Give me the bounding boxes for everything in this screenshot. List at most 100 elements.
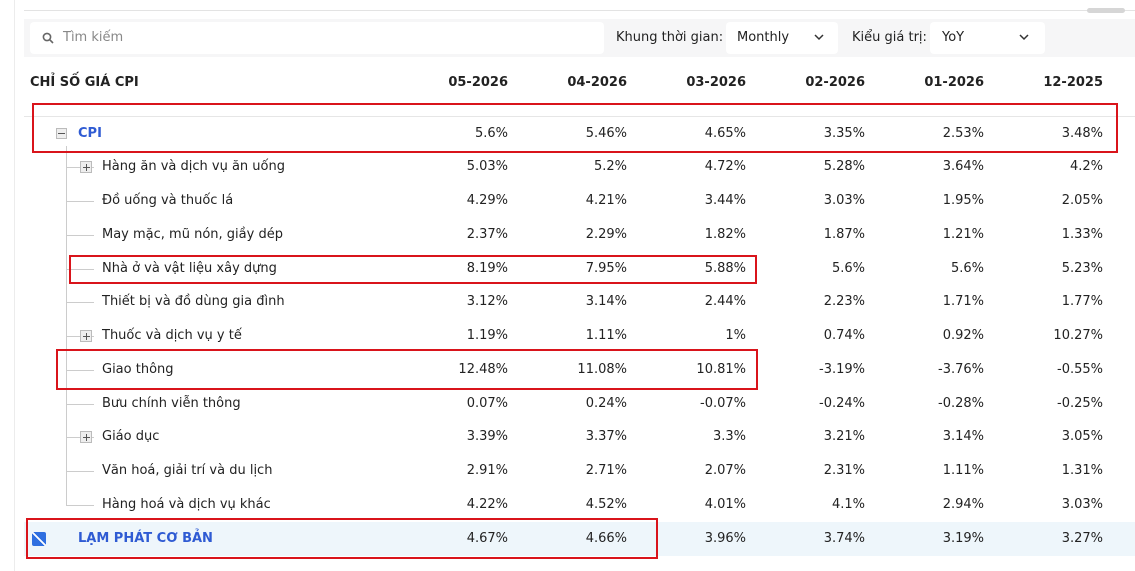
cell: 2.29% xyxy=(585,227,627,242)
row-label: May mặc, mũ nón, giầy dép xyxy=(102,227,283,242)
cell: 8.19% xyxy=(466,261,508,276)
cell: 4.65% xyxy=(704,126,746,141)
top-line xyxy=(24,10,1135,11)
row-label: Đồ uống và thuốc lá xyxy=(102,193,234,208)
row-label: CPI xyxy=(78,126,102,141)
tree-branch xyxy=(66,404,94,405)
cell: 4.52% xyxy=(585,497,627,512)
cell: 0.07% xyxy=(466,396,508,411)
cell: -3.19% xyxy=(819,362,865,377)
tree-branch xyxy=(66,269,94,270)
row-label: Giao thông xyxy=(102,362,174,377)
row-label: Hàng hoá và dịch vụ khác xyxy=(102,497,271,512)
cell: 2.31% xyxy=(823,463,865,478)
cell: 4.1% xyxy=(831,497,865,512)
cell: 4.29% xyxy=(466,193,508,208)
cell: 7.95% xyxy=(585,261,627,276)
cell: 0.24% xyxy=(585,396,627,411)
cell: 1.11% xyxy=(585,328,627,343)
column-header: 03-2026 xyxy=(686,75,746,90)
value-type-value: YoY xyxy=(942,30,965,45)
checkbox[interactable] xyxy=(32,532,46,546)
expand-toggle[interactable] xyxy=(80,431,92,443)
highlight-box xyxy=(69,255,757,284)
cell: 1.71% xyxy=(942,294,984,309)
cell: 3.21% xyxy=(823,429,865,444)
cell: 2.23% xyxy=(823,294,865,309)
scrollbar[interactable] xyxy=(1087,8,1125,13)
cell: 5.2% xyxy=(593,159,627,174)
cell: -0.24% xyxy=(819,396,865,411)
cell: 2.37% xyxy=(466,227,508,242)
cell: 1.77% xyxy=(1061,294,1103,309)
highlight-box xyxy=(32,103,1118,153)
cell: 3.39% xyxy=(466,429,508,444)
tree-line xyxy=(66,146,67,506)
column-header: 04-2026 xyxy=(567,75,627,90)
tree-branch xyxy=(66,302,94,303)
cell: 4.67% xyxy=(466,531,508,546)
cell: -0.28% xyxy=(938,396,984,411)
value-type-select[interactable]: YoY xyxy=(930,22,1045,54)
cell: 5.6% xyxy=(950,261,984,276)
cell: 5.23% xyxy=(1061,261,1103,276)
cell: 3.48% xyxy=(1061,126,1103,141)
cell: 3.74% xyxy=(823,531,865,546)
cell: -0.07% xyxy=(700,396,746,411)
cell: 2.44% xyxy=(704,294,746,309)
cell: 12.48% xyxy=(458,362,508,377)
cell: 0.92% xyxy=(942,328,984,343)
cell: 3.27% xyxy=(1061,531,1103,546)
search-icon xyxy=(42,32,54,44)
cell: 2.91% xyxy=(466,463,508,478)
cell: 2.07% xyxy=(704,463,746,478)
cell: 4.01% xyxy=(704,497,746,512)
collapse-toggle[interactable] xyxy=(56,128,67,139)
cell: 1.82% xyxy=(704,227,746,242)
cell: 3.03% xyxy=(823,193,865,208)
cell: 5.88% xyxy=(704,261,746,276)
cell: 3.44% xyxy=(704,193,746,208)
column-header: 02-2026 xyxy=(805,75,865,90)
row-label: Hàng ăn và dịch vụ ăn uống xyxy=(102,159,285,174)
cell: 4.66% xyxy=(585,531,627,546)
column-header: 12-2025 xyxy=(1043,75,1103,90)
cell: 1.31% xyxy=(1061,463,1103,478)
chevron xyxy=(1019,34,1029,41)
search-box[interactable]: Tìm kiếm xyxy=(30,22,604,54)
cell: 2.94% xyxy=(942,497,984,512)
cell: 1.87% xyxy=(823,227,865,242)
cell: -3.76% xyxy=(938,362,984,377)
cell: 5.6% xyxy=(831,261,865,276)
cell: 3.14% xyxy=(942,429,984,444)
column-header: 05-2026 xyxy=(448,75,508,90)
highlight-box xyxy=(56,349,758,390)
cell: 3.19% xyxy=(942,531,984,546)
cell: 5.46% xyxy=(585,126,627,141)
cell: -0.25% xyxy=(1057,396,1103,411)
cell: 4.22% xyxy=(466,497,508,512)
header-divider xyxy=(24,116,1135,117)
row-label: Thiết bị và đồ dùng gia đình xyxy=(102,294,285,309)
expand-toggle[interactable] xyxy=(80,161,92,173)
column-header: 01-2026 xyxy=(924,75,984,90)
cell: 1.33% xyxy=(1061,227,1103,242)
cell: 3.37% xyxy=(585,429,627,444)
cell: 1.95% xyxy=(942,193,984,208)
cell: 2.05% xyxy=(1061,193,1103,208)
column-header: CHỈ SỐ GIÁ CPI xyxy=(30,75,139,90)
period-select[interactable]: Monthly xyxy=(726,22,838,54)
tree-branch xyxy=(66,505,94,506)
period-label: Khung thời gian: xyxy=(616,30,724,45)
cell: 3.03% xyxy=(1061,497,1103,512)
cell: 10.27% xyxy=(1053,328,1103,343)
left-border xyxy=(14,0,15,571)
search-placeholder: Tìm kiếm xyxy=(63,30,124,45)
cell: -0.55% xyxy=(1057,362,1103,377)
row-label: Văn hoá, giải trí và du lịch xyxy=(102,463,273,478)
row-label: Nhà ở và vật liệu xây dựng xyxy=(102,261,277,276)
cell: 3.3% xyxy=(712,429,746,444)
cell: 3.64% xyxy=(942,159,984,174)
expand-toggle[interactable] xyxy=(80,330,92,342)
cell: 1.11% xyxy=(942,463,984,478)
